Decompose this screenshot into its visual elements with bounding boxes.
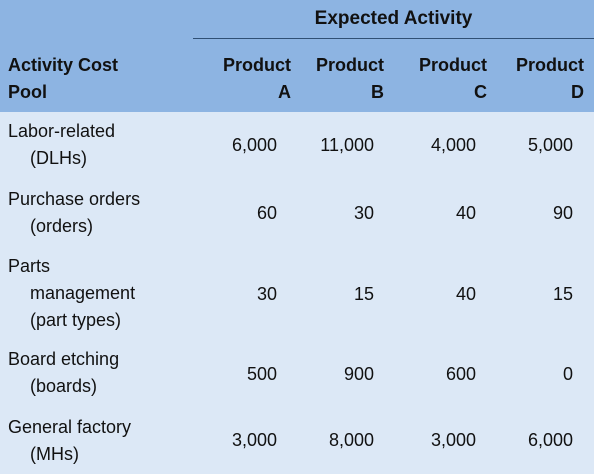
expected-activity-header: Expected Activity [314, 8, 473, 29]
table-cell: 60 [256, 203, 277, 223]
table-header-band [0, 0, 594, 112]
product-d-header: Product D [516, 52, 584, 106]
table-cell: 15 [353, 284, 374, 304]
product-c-line2: C [474, 82, 487, 102]
header-divider [193, 38, 594, 39]
product-b-line2: B [371, 82, 384, 102]
table-cell: 600 [445, 364, 476, 384]
table-body-band [0, 112, 594, 474]
table-cell: 40 [455, 203, 476, 223]
product-c-line1: Product [418, 55, 487, 75]
product-a-line2: A [278, 82, 291, 102]
table-cell: 15 [552, 284, 573, 304]
row-label-purchase-orders: Purchase orders (orders) [8, 189, 141, 236]
row-label-board-etching: Board etching (boards) [8, 349, 120, 396]
product-a-line1: Product [222, 55, 291, 75]
product-b-header: Product B [316, 52, 384, 106]
table-cell: 11,000 [320, 135, 374, 155]
pool-header-line1: Activity Cost [8, 55, 119, 75]
table-cell: 8,000 [328, 430, 374, 450]
row-label-labor-related: Labor-related (DLHs) [8, 121, 116, 168]
table-cell: 90 [552, 203, 573, 223]
table-cell: 6,000 [231, 135, 277, 155]
table-cell: 3,000 [231, 430, 277, 450]
row-label-parts-management: Parts management (part types) [8, 256, 136, 330]
product-d-line1: Product [515, 55, 584, 75]
pool-header-line2: Pool [8, 82, 47, 102]
table-cell: 30 [353, 203, 374, 223]
product-d-line2: D [571, 82, 584, 102]
table-cell: 500 [246, 364, 277, 384]
table-cell: 0 [562, 364, 573, 384]
product-a-header: Product A [223, 52, 291, 106]
table-cell: 30 [256, 284, 277, 304]
row-label-general-factory: General factory (MHs) [8, 417, 132, 464]
activity-cost-pool-header: Activity Cost Pool [8, 52, 118, 106]
table-cell: 900 [343, 364, 374, 384]
table-cell: 6,000 [527, 430, 573, 450]
product-c-header: Product C [419, 52, 487, 106]
product-b-line1: Product [315, 55, 384, 75]
table-cell: 40 [455, 284, 476, 304]
table-cell: 3,000 [430, 430, 476, 450]
table-cell: 5,000 [527, 135, 573, 155]
table-cell: 4,000 [430, 135, 476, 155]
